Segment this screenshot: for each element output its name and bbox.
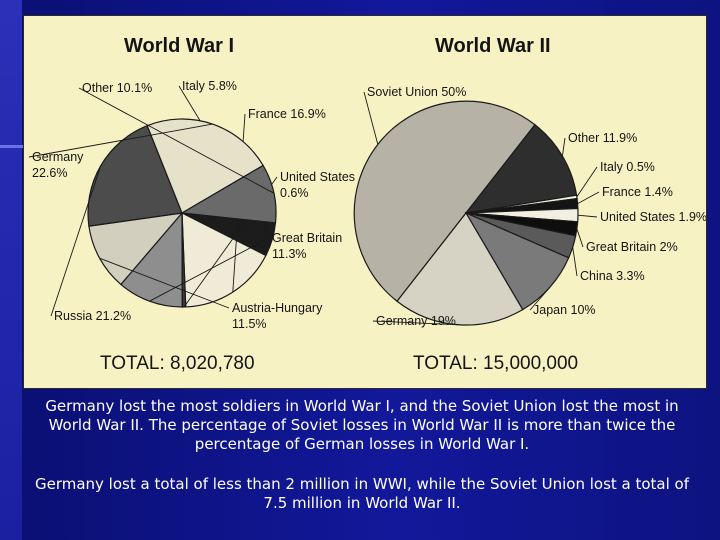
ww2-leader-other bbox=[561, 137, 566, 157]
left-accent-mark bbox=[0, 145, 24, 148]
ww1-leader-great-britain bbox=[149, 237, 270, 302]
ww2-label-other: Other 11.9% bbox=[568, 131, 637, 145]
ww2-leader-japan bbox=[529, 287, 551, 311]
ww1-label-other: Other 10.1% bbox=[82, 81, 152, 95]
ww2-slice-soviet-union bbox=[353, 100, 536, 303]
left-accent-stripe bbox=[0, 0, 22, 540]
ww1-slice-germany bbox=[146, 118, 264, 214]
ww1-leader-germany bbox=[28, 123, 213, 158]
chart-panel: World War I Italy 5.8% France 16.9% United … bbox=[23, 15, 707, 389]
ww1-label-germany: Germany bbox=[32, 150, 84, 164]
ww2-leader-united-states bbox=[577, 214, 598, 218]
ww2-chart-title: World War II bbox=[435, 35, 551, 57]
ww2-leader-france bbox=[577, 191, 600, 204]
ww2-label-japan: Japan 10% bbox=[533, 303, 596, 317]
ww2-total-label: TOTAL: 15,000,000 bbox=[413, 353, 578, 374]
ww2-leader-soviet-union bbox=[363, 91, 379, 145]
ww2-label-france: France 1.4% bbox=[602, 185, 673, 199]
ww1-leader-russia bbox=[50, 165, 102, 317]
ww1-label-france: France 16.9% bbox=[248, 107, 326, 121]
ww2-label-great-britain: Great Britain 2% bbox=[586, 240, 678, 254]
ww1-leader-other bbox=[78, 87, 275, 194]
ww2-leader-italy bbox=[576, 166, 598, 198]
ww1-label-austria-hungary-line2: 11.5% bbox=[232, 317, 267, 331]
ww2-slice-other bbox=[464, 123, 578, 214]
ww2-label-china: China 3.3% bbox=[580, 269, 645, 283]
ww2-label-italy: Italy 0.5% bbox=[600, 160, 655, 174]
caption: Germany lost the most soldiers in World … bbox=[24, 397, 700, 534]
pie-charts-figure: World War I Italy 5.8% France 16.9% United … bbox=[28, 35, 706, 374]
ww1-chart-title: World War I bbox=[124, 35, 234, 57]
ww1-label-great-britain-line2: 11.3% bbox=[272, 247, 307, 261]
ww1-total-label: TOTAL: 8,020,780 bbox=[100, 353, 255, 374]
ww2-label-united-states: United States 1.9% bbox=[600, 210, 706, 224]
ww1-label-united-states-line2: 0.6% bbox=[280, 186, 309, 200]
ww2-leader-china bbox=[572, 246, 578, 277]
ww1-label-united-states: United States bbox=[280, 170, 355, 184]
ww1-label-russia: Russia 21.2% bbox=[54, 309, 131, 323]
ww1-label-great-britain: Great Britain bbox=[272, 231, 342, 245]
ww2-label-germany: Germany 19% bbox=[376, 314, 456, 328]
caption-paragraph-1: Germany lost the most soldiers in World … bbox=[45, 397, 679, 453]
ww1-label-austria-hungary: Austria-Hungary bbox=[232, 301, 323, 315]
caption-paragraph-2: Germany lost a total of less than 2 mill… bbox=[34, 475, 690, 512]
ww1-leader-austria-hungary bbox=[99, 257, 230, 309]
ww1-label-germany-line2: 22.6% bbox=[32, 166, 67, 180]
ww1-label-italy: Italy 5.8% bbox=[182, 79, 237, 93]
ww2-label-soviet-union: Soviet Union 50% bbox=[367, 85, 466, 99]
ww2-leader-great-britain bbox=[576, 228, 584, 248]
ww2-leader-germany bbox=[372, 320, 459, 326]
